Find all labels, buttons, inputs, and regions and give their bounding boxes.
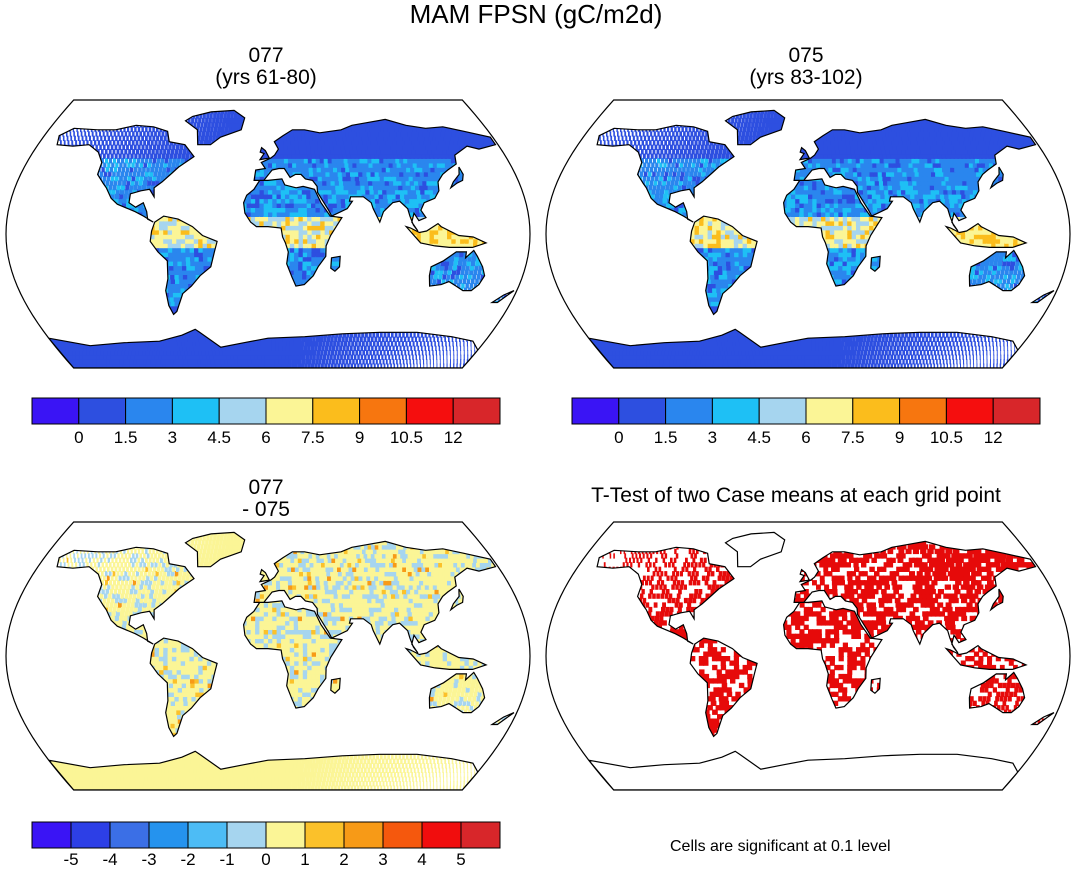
colorbar-diff-labels: -5 -4 -3 -2 -1 0 1 2 3 4 5 xyxy=(32,850,500,872)
colorbar-tick-label: 3 xyxy=(378,850,388,869)
panel-title-075-line2: (yrs 83-102) xyxy=(749,66,863,89)
colorbar-swatch xyxy=(992,397,1041,425)
panel-title-077-line1: 077 xyxy=(248,44,284,67)
colorbar-swatch xyxy=(125,397,173,425)
colorbar-swatch xyxy=(109,821,150,849)
colorbar-tick-label: 10.5 xyxy=(389,428,423,447)
map-boundary xyxy=(545,99,1071,369)
colorbar-tick-label: 3 xyxy=(707,428,718,447)
colorbar-tick-label: 6 xyxy=(801,428,811,447)
colorbar-swatch xyxy=(304,821,345,849)
colorbar-swatch xyxy=(171,397,220,425)
colorbar-swatch xyxy=(571,397,620,425)
colorbar-tick-label: 12 xyxy=(983,428,1003,447)
colorbar-075-labels: 0 1.5 3 4.5 6 7.5 9 10.5 12 xyxy=(572,428,1040,450)
colorbar-swatch xyxy=(405,397,454,425)
colorbar-swatch xyxy=(265,397,314,425)
colorbar-tick-label: 4 xyxy=(417,850,427,869)
colorbar-swatch xyxy=(187,821,228,849)
colorbar-tick-label: 10.5 xyxy=(929,428,963,447)
colorbar-swatch xyxy=(665,397,713,425)
colorbar-tick-label: -5 xyxy=(63,850,79,869)
panel-title-075-line1: 075 xyxy=(788,44,824,67)
map-boundary xyxy=(5,99,531,369)
colorbar-swatch xyxy=(265,821,306,849)
map-boundary xyxy=(5,521,531,791)
colorbar-swatch xyxy=(618,397,667,425)
colorbar-swatch xyxy=(758,397,807,425)
colorbar-tick-label: 7.5 xyxy=(840,428,865,447)
colorbar-tick-label: 7.5 xyxy=(300,428,325,447)
colorbar-swatch xyxy=(226,821,267,849)
colorbar-tick-label: 3 xyxy=(167,428,178,447)
colorbar-swatch xyxy=(382,821,423,849)
colorbar-swatch xyxy=(78,397,127,425)
colorbar-tick-label: 0 xyxy=(74,428,84,447)
colorbar-swatch xyxy=(460,821,501,849)
colorbar-swatch xyxy=(31,397,80,425)
panel-title-diff-line1: 077 xyxy=(248,476,284,499)
colorbar-tick-label: 0 xyxy=(261,850,271,869)
colorbar-tick-label: 4.5 xyxy=(747,428,771,447)
colorbar-077-labels: 0 1.5 3 4.5 6 7.5 9 10.5 12 xyxy=(32,428,500,450)
colorbar-swatch xyxy=(805,397,854,425)
colorbar-swatch xyxy=(70,821,111,849)
panel-title-075: 075 (yrs 83-102) xyxy=(706,45,906,89)
land-greenland xyxy=(184,109,246,146)
colorbar-swatch xyxy=(945,397,994,425)
colorbar-swatch xyxy=(31,821,72,849)
colorbar-tick-label: 12 xyxy=(443,428,463,447)
colorbar-tick-label: 5 xyxy=(456,850,466,869)
land-greenland xyxy=(724,531,786,568)
land-madagascar xyxy=(330,255,341,272)
colorbar-tick-label: 6 xyxy=(261,428,271,447)
colorbar-tick-label: 1.5 xyxy=(113,428,138,447)
map-boundary xyxy=(545,521,1071,791)
colorbar-diff xyxy=(31,821,501,849)
colorbar-tick-label: 0 xyxy=(614,428,624,447)
colorbar-tick-label: -4 xyxy=(102,850,118,869)
colorbar-swatch xyxy=(711,397,760,425)
land-antarctica xyxy=(587,750,1019,790)
colorbar-075 xyxy=(571,397,1041,425)
colorbar-tick-label: -3 xyxy=(141,850,157,869)
colorbar-swatch xyxy=(359,397,407,425)
panel-title-ttest-line1: T-Test of two Case means at each grid po… xyxy=(591,484,1001,507)
map-panel-077 xyxy=(5,99,531,369)
colorbar-tick-label: -1 xyxy=(219,850,235,869)
colorbar-tick-label: 1 xyxy=(300,850,310,869)
significance-note: Cells are significant at 0.1 level xyxy=(670,838,891,855)
colorbar-tick-label: 9 xyxy=(354,428,365,447)
panel-title-diff: 077 - 075 xyxy=(166,477,366,521)
colorbar-077 xyxy=(31,397,501,425)
map-panel-ttest xyxy=(545,521,1071,791)
colorbar-swatch xyxy=(421,821,462,849)
colorbar-tick-label: 2 xyxy=(339,850,349,869)
panel-title-077-line2: (yrs 61-80) xyxy=(215,66,317,89)
map-panel-diff xyxy=(5,521,531,791)
colorbar-swatch xyxy=(218,397,267,425)
colorbar-tick-label: 1.5 xyxy=(653,428,678,447)
figure-title: MAM FPSN (gC/m2d) xyxy=(409,0,663,29)
colorbar-swatch xyxy=(343,821,384,849)
panel-title-ttest: T-Test of two Case means at each grid po… xyxy=(546,485,1046,507)
map-panel-075 xyxy=(545,99,1071,369)
colorbar-tick-label: 9 xyxy=(894,428,905,447)
colorbar-swatch xyxy=(852,397,901,425)
colorbar-swatch xyxy=(452,397,501,425)
panel-title-077: 077 (yrs 61-80) xyxy=(166,45,366,89)
colorbar-swatch xyxy=(312,397,361,425)
colorbar-swatch xyxy=(148,821,189,849)
colorbar-swatch xyxy=(899,397,947,425)
colorbar-tick-label: -2 xyxy=(180,850,196,869)
panel-title-diff-line2: - 075 xyxy=(242,498,290,521)
colorbar-tick-label: 4.5 xyxy=(207,428,231,447)
